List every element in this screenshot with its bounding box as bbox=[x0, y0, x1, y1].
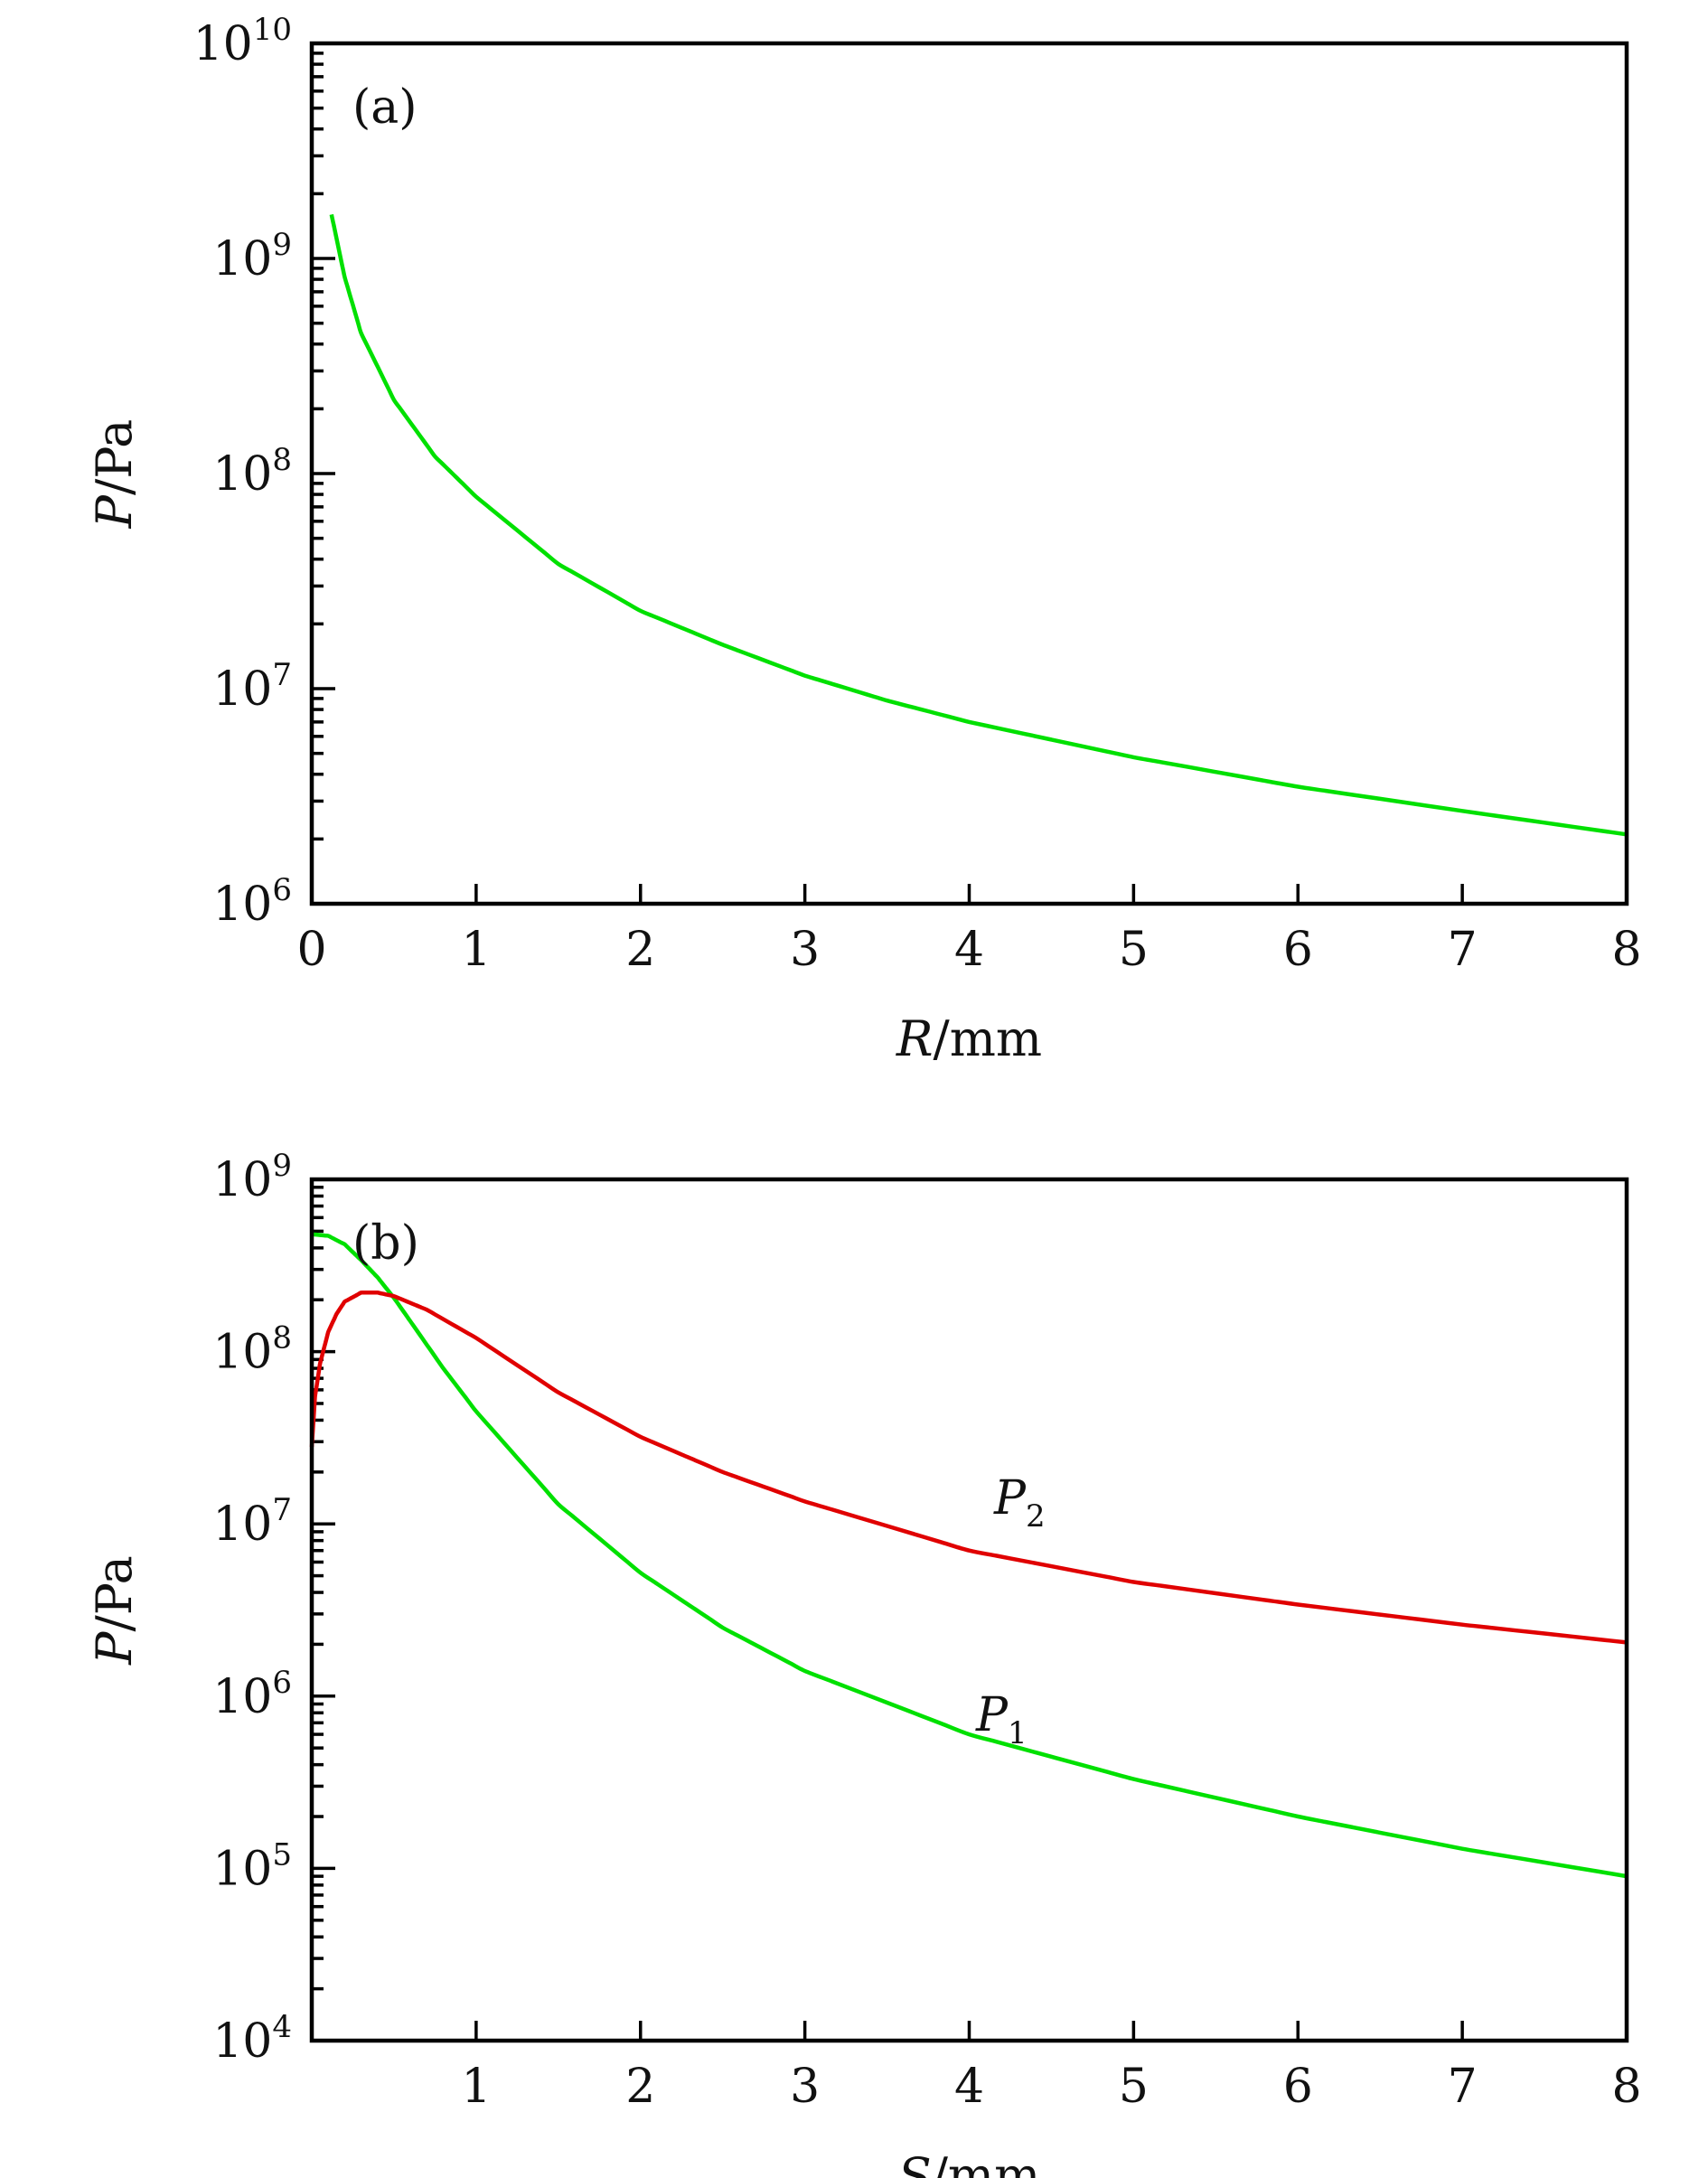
series-label-p1: P1 bbox=[975, 1688, 1028, 1751]
y-tick-label: 108 bbox=[212, 1320, 292, 1380]
x-tick-label: 3 bbox=[790, 923, 820, 977]
x-tick-label: 4 bbox=[954, 2060, 984, 2114]
series-group-b bbox=[309, 1232, 1628, 1879]
x-tick-label: 5 bbox=[1119, 2060, 1149, 2114]
series-line-p1 bbox=[311, 1232, 1628, 1879]
panel-label-b: (b) bbox=[352, 1216, 419, 1271]
y-tick-label: 1010 bbox=[193, 12, 292, 71]
x-tick-label: 6 bbox=[1283, 2060, 1313, 2114]
y-tick-label: 106 bbox=[212, 1665, 292, 1724]
y-tick-label: 104 bbox=[212, 2009, 292, 2069]
x-axis-ticks-a: 0 1 2 3 4 5 6 7 8 bbox=[296, 884, 1642, 977]
y-tick-label: 108 bbox=[212, 442, 292, 502]
y-axis-ticks-b: 104 105 106 107 108 109 bbox=[212, 1148, 335, 2069]
series-group-a bbox=[329, 213, 1628, 837]
x-tick-label: 7 bbox=[1448, 2060, 1478, 2114]
x-tick-label: 1 bbox=[461, 2060, 491, 2114]
x-tick-label: 2 bbox=[625, 2060, 655, 2114]
x-tick-label: 6 bbox=[1283, 923, 1313, 977]
y-tick-label: 109 bbox=[212, 227, 292, 286]
y-tick-label: 105 bbox=[212, 1836, 292, 1896]
y-tick-label: 106 bbox=[212, 872, 292, 932]
plot-frame-b bbox=[309, 1177, 1629, 2043]
y-axis-title-a: P/Pa bbox=[86, 419, 143, 530]
x-axis-title-b: S/mm bbox=[898, 2147, 1041, 2178]
x-tick-label: 2 bbox=[625, 923, 655, 977]
series-line bbox=[329, 213, 1628, 837]
x-tick-label: 3 bbox=[790, 2060, 820, 2114]
x-tick-label: 1 bbox=[461, 923, 491, 977]
y-axis-title-b: P/Pa bbox=[86, 1555, 143, 1666]
x-tick-label: 7 bbox=[1448, 923, 1478, 977]
x-axis-title-a: R/mm bbox=[896, 1010, 1042, 1067]
x-tick-label: 0 bbox=[296, 923, 326, 977]
y-axis-ticks-a: 106 107 108 109 1010 bbox=[193, 12, 335, 932]
series-line-p2 bbox=[309, 1290, 1628, 1645]
y-tick-label: 109 bbox=[212, 1148, 292, 1207]
x-tick-label: 4 bbox=[954, 923, 984, 977]
panel-label-a: (a) bbox=[352, 80, 418, 135]
plot-frame-a bbox=[309, 41, 1629, 906]
x-tick-label: 8 bbox=[1611, 923, 1641, 977]
y-tick-label: 107 bbox=[212, 1492, 292, 1552]
x-tick-label: 5 bbox=[1119, 923, 1149, 977]
x-tick-label: 8 bbox=[1611, 2060, 1641, 2114]
chart-panel-a: 106 107 108 109 1010 0 1 2 3 4 5 6 7 8 (a) R/mm P/Pa bbox=[86, 12, 1642, 1067]
chart-panel-b: 104 105 106 107 108 109 1 2 3 4 5 6 7 8 (b) S/mm P/P… bbox=[86, 1148, 1642, 2178]
series-label-p2: P2 bbox=[993, 1471, 1046, 1535]
y-tick-label: 107 bbox=[212, 657, 292, 717]
series-labels-b: P1 P2 bbox=[975, 1471, 1046, 1751]
x-axis-ticks-b: 1 2 3 4 5 6 7 8 bbox=[461, 2021, 1642, 2114]
